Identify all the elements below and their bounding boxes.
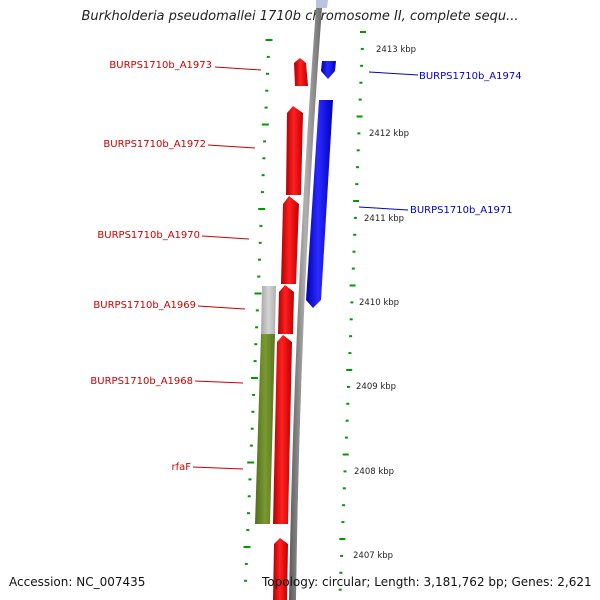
- scale-label-2409: 2409 kbp: [356, 382, 396, 392]
- label-BURPS1710b_A1974[interactable]: BURPS1710b_A1974: [419, 71, 522, 82]
- scale-label-2407: 2407 kbp: [353, 551, 393, 561]
- gene-BURPS1710b_A1974[interactable]: [321, 61, 336, 79]
- leader-BURPS1710b_A1972: [207, 144, 256, 149]
- leader-BURPS1710b_A1973: [214, 66, 262, 71]
- leader-rfaF: [192, 466, 244, 470]
- scale-label-2408: 2408 kbp: [354, 467, 394, 477]
- gene-rfaF[interactable]: [273, 538, 288, 600]
- leader-BURPS1710b_A1970: [201, 235, 250, 240]
- leader-BURPS1710b_A1971: [358, 206, 409, 211]
- outer-scale-ticks: [338, 31, 366, 591]
- label-BURPS1710b_A1968[interactable]: BURPS1710b_A1968: [90, 376, 193, 387]
- gene-BURPS1710b_A1969[interactable]: [278, 285, 294, 334]
- gene-BURPS1710b_A1972[interactable]: [286, 106, 303, 195]
- leader-BURPS1710b_A1974: [368, 71, 419, 76]
- feature-gray-segment[interactable]: [261, 286, 276, 334]
- gene-BURPS1710b_A1970[interactable]: [281, 196, 299, 284]
- label-BURPS1710b_A1970[interactable]: BURPS1710b_A1970: [97, 230, 200, 241]
- gene-BURPS1710b_A1973[interactable]: [294, 58, 308, 86]
- accession-text: Accession: NC_007435: [9, 575, 146, 589]
- label-rfaF[interactable]: rfaF: [171, 462, 191, 473]
- label-BURPS1710b_A1969[interactable]: BURPS1710b_A1969: [93, 300, 196, 311]
- backbone-top-segment: [316, 0, 328, 8]
- scale-label-2411: 2411 kbp: [364, 214, 404, 224]
- leader-BURPS1710b_A1969: [197, 305, 246, 310]
- inner-track-ticks: [243, 39, 273, 582]
- scale-label-2412: 2412 kbp: [369, 129, 409, 139]
- gene-BURPS1710b_A1971[interactable]: [306, 100, 333, 308]
- leader-BURPS1710b_A1968: [194, 380, 244, 384]
- scale-label-2413: 2413 kbp: [376, 45, 416, 55]
- feature-olive-segment[interactable]: [255, 334, 275, 524]
- gene-BURPS1710b_A1968[interactable]: [273, 335, 292, 524]
- chromosome-backbone: [289, 8, 322, 600]
- label-BURPS1710b_A1973[interactable]: BURPS1710b_A1973: [109, 60, 212, 71]
- topology-text: Topology: circular; Length: 3,181,762 bp…: [262, 575, 592, 589]
- label-BURPS1710b_A1972[interactable]: BURPS1710b_A1972: [103, 139, 206, 150]
- scale-label-2410: 2410 kbp: [359, 298, 399, 308]
- map-title: Burkholderia pseudomallei 1710b chromoso…: [81, 9, 519, 24]
- label-BURPS1710b_A1971[interactable]: BURPS1710b_A1971: [410, 205, 513, 216]
